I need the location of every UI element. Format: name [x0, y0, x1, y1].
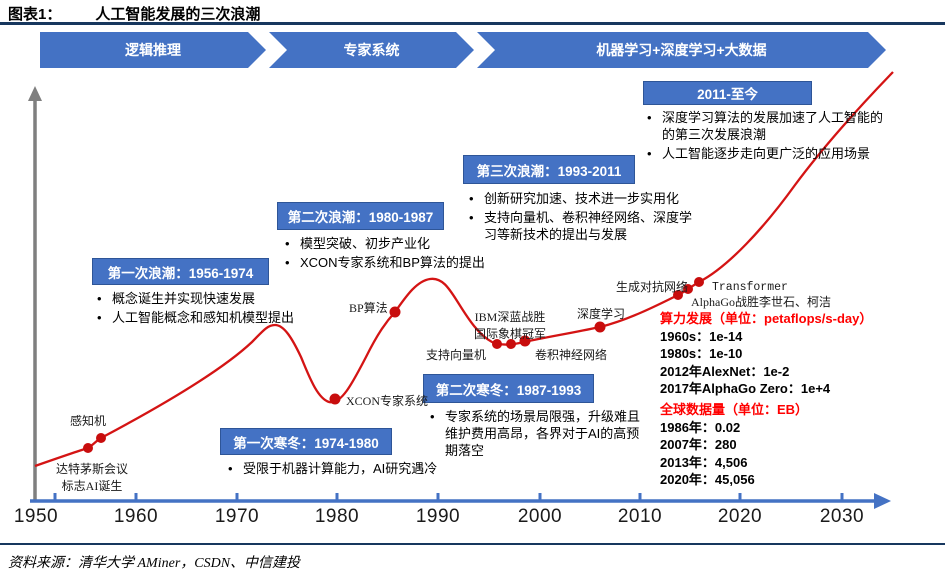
- y-axis-arrow-icon: [28, 86, 42, 101]
- era-label: 机器学习+深度学习+大数据: [596, 42, 767, 58]
- wave2-box: 第二次浪潮：1980-1987: [277, 202, 444, 230]
- era-banner-ml-dl-bigdata: 机器学习+深度学习+大数据: [477, 32, 886, 68]
- wave2-bullets: 模型突破、初步产业化 XCON专家系统和BP算法的提出: [283, 235, 523, 273]
- data-volume-stats-title: 全球数据量（单位：EB）: [660, 402, 809, 417]
- label-cnn: 卷积神经网络: [535, 348, 608, 362]
- x-tick-1950: 1950: [13, 506, 59, 527]
- x-tick-2000: 2000: [517, 506, 563, 527]
- winter2-box: 第二次寒冬：1987-1993: [423, 374, 594, 403]
- dot-deep-blue: [506, 339, 516, 349]
- dot-svm: [492, 339, 502, 349]
- label-perceptron: 感知机: [70, 414, 107, 428]
- x-tick-1960: 1960: [113, 506, 159, 527]
- source-note: 资料来源：清华大学 AMiner，CSDN、中信建投: [8, 556, 301, 571]
- bullet-item: 创新研究加速、技术进一步实用化: [467, 190, 695, 207]
- label-transformer: Transformer: [712, 281, 788, 294]
- wave2-title: 第二次浪潮：1980-1987: [287, 210, 434, 225]
- winter1-title: 第一次寒冬：1974-1980: [233, 435, 379, 451]
- x-tick-1980: 1980: [314, 506, 360, 527]
- era-banner-expert-systems: 专家系统: [269, 32, 474, 68]
- dot-perceptron: [96, 433, 106, 443]
- stat-line: 2012年AlexNet：1e-2: [660, 363, 790, 379]
- x-tick-2020: 2020: [717, 506, 763, 527]
- bullet-item: 支持向量机、卷积神经网络、深度学习等新技术的提出与发展: [467, 209, 695, 243]
- dot-gan: [673, 290, 683, 300]
- wave1-title: 第一次浪潮：1956-1974: [107, 265, 254, 281]
- label-deep-blue: IBM深蓝战胜 国际象棋冠军: [468, 308, 552, 342]
- figure-title: 图表1： 人工智能发展的三次浪潮: [8, 3, 260, 24]
- x-axis-ticks: [53, 493, 844, 500]
- dot-alphago: [683, 284, 693, 294]
- wave1-box: 第一次浪潮：1956-1974: [92, 258, 269, 285]
- label-bp: BP算法: [349, 301, 388, 315]
- winter2-bullets: 专家系统的场景局限强，升级难且维护费用高昂，各界对于AI的高预期落空: [428, 408, 643, 461]
- wave4-box: 2011-至今: [643, 81, 812, 105]
- stat-line: 1980s：1e-10: [660, 346, 743, 361]
- milestone-dots: [83, 277, 704, 453]
- wave1-bullets: 概念诞生并实现快速发展 人工智能概念和感知机模型提出: [95, 290, 345, 328]
- dot-deep-learning: [594, 321, 606, 333]
- bottom-divider: [0, 543, 945, 545]
- compute-stats: 算力发展（单位：petaflops/s-day） 1960s：1e-14 198…: [660, 310, 872, 398]
- x-tick-1990: 1990: [415, 506, 461, 527]
- label-svm: 支持向量机: [426, 348, 487, 362]
- x-tick-1970: 1970: [214, 506, 260, 527]
- bullet-item: 专家系统的场景局限强，升级难且维护费用高昂，各界对于AI的高预期落空: [428, 408, 643, 459]
- bullet-item: 人工智能概念和感知机模型提出: [95, 309, 345, 326]
- label-deep-learning: 深度学习: [577, 307, 626, 321]
- wave3-box: 第三次浪潮：1993-2011: [463, 155, 635, 184]
- era-label: 专家系统: [343, 42, 400, 58]
- data-volume-stats: 全球数据量（单位：EB） 1986年：0.02 2007年：280 2013年：…: [660, 401, 808, 489]
- winter1-box: 第一次寒冬：1974-1980: [220, 428, 392, 455]
- label-dartmouth-line2: 标志AI诞生: [61, 479, 123, 493]
- wave4-title: 2011-至今: [697, 87, 758, 102]
- stat-line: 2013年：4,506: [660, 454, 748, 470]
- wave3-title: 第三次浪潮：1993-2011: [476, 163, 622, 179]
- label-gan: 生成对抗网络: [616, 280, 689, 294]
- stat-line: 2007年：280: [660, 437, 737, 452]
- x-tick-2030: 2030: [819, 506, 865, 527]
- stat-line: 2017年AlphaGo Zero：1e+4: [660, 381, 831, 396]
- dot-transformer: [694, 277, 704, 287]
- bullet-item: 概念诞生并实现快速发展: [95, 290, 345, 307]
- top-divider: [0, 22, 945, 25]
- label-dartmouth: 达特茅斯会议 标志AI诞生: [48, 460, 136, 494]
- x-tick-2010: 2010: [617, 506, 663, 527]
- dot-bp: [389, 306, 401, 318]
- label-dartmouth-line1: 达特茅斯会议: [55, 462, 128, 476]
- label-deep-blue-line2: 国际象棋冠军: [473, 327, 546, 341]
- compute-stats-title: 算力发展（单位：petaflops/s-day）: [660, 311, 873, 326]
- bullet-item: XCON专家系统和BP算法的提出: [283, 254, 523, 271]
- bullet-item: 人工智能逐步走向更广泛的应用场景: [645, 145, 885, 162]
- stat-line: 1986年：0.02: [660, 419, 741, 435]
- stat-line: 1960s：1e-14: [660, 328, 743, 344]
- label-deep-blue-line1: IBM深蓝战胜: [474, 310, 546, 324]
- wave4-bullets: 深度学习算法的发展加速了人工智能的的第三次发展浪潮 人工智能逐步走向更广泛的应用…: [645, 109, 885, 164]
- winter1-bullets: 受限于机器计算能力，AI研究遇冷: [226, 460, 476, 479]
- bullet-item: 深度学习算法的发展加速了人工智能的的第三次发展浪潮: [645, 109, 885, 143]
- x-axis-arrow-icon: [874, 493, 891, 509]
- dot-cnn: [519, 335, 531, 347]
- dot-xcon: [329, 393, 341, 405]
- figure-number: 图表1：: [8, 6, 62, 23]
- page-title: 人工智能发展的三次浪潮: [95, 6, 261, 23]
- bullet-item: 受限于机器计算能力，AI研究遇冷: [226, 460, 476, 477]
- winter2-title: 第二次寒冬：1987-1993: [435, 382, 582, 398]
- dot-dartmouth: [83, 443, 93, 453]
- stat-line: 2020年：45,056: [660, 472, 755, 487]
- label-alphago: AlphaGo战胜李世石、柯洁: [691, 295, 831, 309]
- wave3-bullets: 创新研究加速、技术进一步实用化 支持向量机、卷积神经网络、深度学习等新技术的提出…: [467, 190, 695, 245]
- label-xcon: XCON专家系统: [346, 394, 429, 408]
- bullet-item: 模型突破、初步产业化: [283, 235, 523, 252]
- era-label: 逻辑推理: [125, 42, 181, 58]
- era-banner-logic-reasoning: 逻辑推理: [40, 32, 266, 68]
